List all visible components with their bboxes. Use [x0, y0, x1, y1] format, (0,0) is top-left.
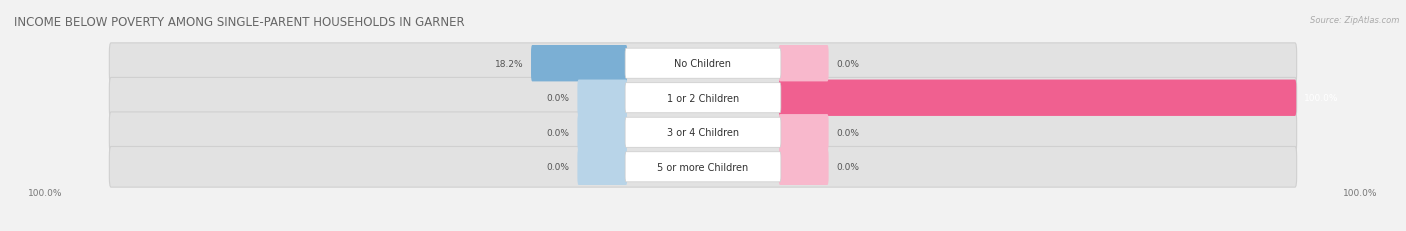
FancyBboxPatch shape: [110, 112, 1296, 153]
Text: 0.0%: 0.0%: [837, 128, 859, 137]
Text: 5 or more Children: 5 or more Children: [658, 162, 748, 172]
Text: INCOME BELOW POVERTY AMONG SINGLE-PARENT HOUSEHOLDS IN GARNER: INCOME BELOW POVERTY AMONG SINGLE-PARENT…: [14, 16, 465, 29]
FancyBboxPatch shape: [110, 78, 1296, 119]
Text: 100.0%: 100.0%: [28, 188, 63, 197]
Text: 3 or 4 Children: 3 or 4 Children: [666, 128, 740, 138]
FancyBboxPatch shape: [626, 118, 780, 148]
FancyBboxPatch shape: [531, 46, 627, 82]
FancyBboxPatch shape: [779, 46, 828, 82]
Text: Source: ZipAtlas.com: Source: ZipAtlas.com: [1309, 16, 1399, 25]
FancyBboxPatch shape: [578, 80, 627, 116]
FancyBboxPatch shape: [626, 49, 780, 79]
FancyBboxPatch shape: [626, 152, 780, 182]
FancyBboxPatch shape: [626, 83, 780, 113]
FancyBboxPatch shape: [578, 115, 627, 151]
Text: 0.0%: 0.0%: [837, 59, 859, 68]
FancyBboxPatch shape: [779, 115, 828, 151]
Text: 1 or 2 Children: 1 or 2 Children: [666, 93, 740, 103]
Text: 100.0%: 100.0%: [1303, 94, 1339, 103]
Text: No Children: No Children: [675, 59, 731, 69]
FancyBboxPatch shape: [110, 44, 1296, 84]
Text: 0.0%: 0.0%: [547, 128, 569, 137]
FancyBboxPatch shape: [110, 147, 1296, 187]
FancyBboxPatch shape: [779, 149, 828, 185]
FancyBboxPatch shape: [578, 149, 627, 185]
Text: 0.0%: 0.0%: [547, 163, 569, 172]
FancyBboxPatch shape: [779, 80, 1296, 116]
Text: 100.0%: 100.0%: [1343, 188, 1378, 197]
Text: 0.0%: 0.0%: [547, 94, 569, 103]
Text: 18.2%: 18.2%: [495, 59, 523, 68]
Text: 0.0%: 0.0%: [837, 163, 859, 172]
